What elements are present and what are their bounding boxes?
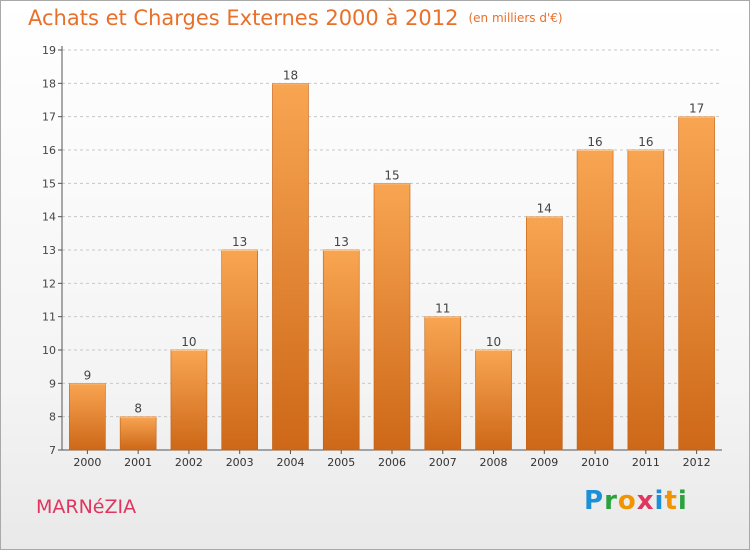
logo-letter: r xyxy=(604,486,618,516)
data-label-2004: 18 xyxy=(283,68,298,82)
bar-2011 xyxy=(627,149,665,451)
x-tick-label: 2011 xyxy=(632,456,660,469)
y-tick-label: 16 xyxy=(42,144,56,157)
y-tick-label: 8 xyxy=(49,411,56,424)
proxiti-logo[interactable]: Proxiti xyxy=(584,486,688,516)
bar-2000 xyxy=(69,383,106,451)
data-label-2002: 10 xyxy=(181,335,196,349)
bar-2003 xyxy=(221,249,258,451)
data-label-2000: 9 xyxy=(84,368,92,382)
logo-letter: t xyxy=(664,486,678,516)
y-tick-label: 10 xyxy=(42,344,56,357)
data-label-2006: 15 xyxy=(384,168,399,182)
bar-2004 xyxy=(272,83,309,451)
x-tick-label: 2010 xyxy=(581,456,609,469)
bar-2001 xyxy=(119,416,157,451)
chart-title: Achats et Charges Externes 2000 à 2012 (e… xyxy=(28,6,563,30)
logo-letter: i xyxy=(677,486,688,516)
data-label-2003: 13 xyxy=(232,235,247,249)
y-tick-label: 19 xyxy=(42,44,56,57)
commune-name: MARNéZIA xyxy=(36,496,137,518)
bar-2010 xyxy=(576,149,614,451)
chart-unit: (en milliers d'€) xyxy=(468,11,563,25)
bar-2008 xyxy=(475,349,512,451)
logo-letter: x xyxy=(636,486,655,516)
y-tick-label: 15 xyxy=(42,177,56,190)
x-tick-label: 2000 xyxy=(73,456,101,469)
x-tick-label: 2006 xyxy=(378,456,406,469)
bars xyxy=(69,83,715,451)
data-label-2009: 14 xyxy=(537,202,552,216)
data-label-2007: 11 xyxy=(435,302,450,316)
bar-2006 xyxy=(373,183,411,451)
x-tick-label: 2002 xyxy=(175,456,203,469)
x-tick-label: 2004 xyxy=(276,456,304,469)
logo-letter: P xyxy=(584,486,605,516)
data-label-2005: 13 xyxy=(334,235,349,249)
y-tick-label: 14 xyxy=(42,211,56,224)
x-tick-label: 2008 xyxy=(480,456,508,469)
x-tick-label: 2005 xyxy=(327,456,355,469)
y-tick-label: 13 xyxy=(42,244,56,257)
x-tick-label: 2001 xyxy=(124,456,152,469)
data-label-2008: 10 xyxy=(486,335,501,349)
bar-2005 xyxy=(322,249,360,451)
y-tick-label: 11 xyxy=(42,311,56,324)
x-tick-label: 2009 xyxy=(530,456,558,469)
bar-2012 xyxy=(678,116,715,451)
data-label-2011: 16 xyxy=(638,135,653,149)
logo-letter: o xyxy=(617,486,637,516)
y-tick-label: 17 xyxy=(42,111,56,124)
data-labels: 9 8 10 13 18 13 15 11 10 14 16 16 17 xyxy=(84,68,705,415)
y-tick-label: 18 xyxy=(42,77,56,90)
y-tick-label: 9 xyxy=(49,377,56,390)
y-tick-label: 7 xyxy=(49,444,56,457)
x-tick-label: 2003 xyxy=(226,456,254,469)
bar-2007 xyxy=(424,316,462,451)
bar-2009 xyxy=(526,216,563,451)
bar-2002 xyxy=(170,349,208,451)
data-label-2012: 17 xyxy=(689,102,704,116)
y-tick-label: 12 xyxy=(42,277,56,290)
data-label-2001: 8 xyxy=(134,402,142,416)
x-tick-label: 2007 xyxy=(429,456,457,469)
data-label-2010: 16 xyxy=(587,135,602,149)
logo-letter: i xyxy=(654,486,665,516)
x-tick-label: 2012 xyxy=(683,456,711,469)
